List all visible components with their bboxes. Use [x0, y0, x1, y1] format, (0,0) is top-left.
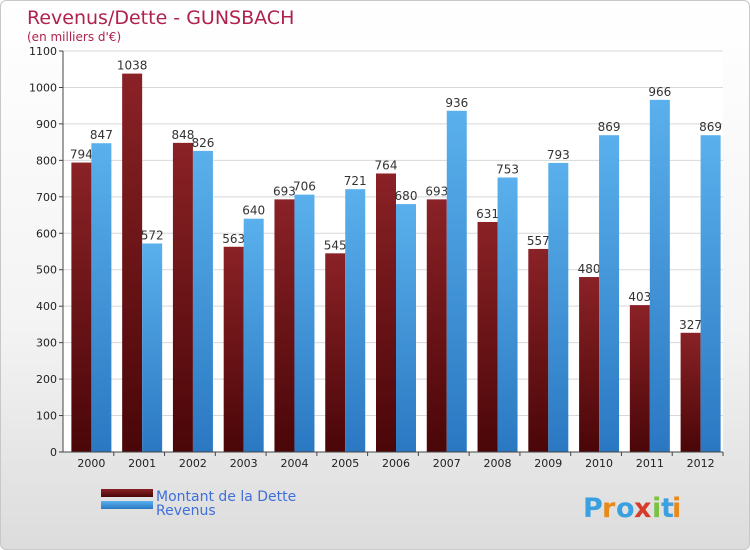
x-tick-label: 2009 [534, 457, 562, 470]
bar-value-label: 936 [445, 96, 468, 110]
bar-dette [274, 199, 295, 452]
bar-value-label: 403 [628, 290, 651, 304]
legend-label-revenus: Revenus [156, 503, 216, 519]
legend: Montant de la Dette Revenus [101, 489, 296, 519]
bar-value-label: 640 [242, 204, 265, 218]
y-tick-label: 100 [36, 410, 57, 423]
bar-revenus [243, 218, 264, 452]
bar-value-label: 545 [324, 238, 347, 252]
bar-value-label: 680 [395, 189, 418, 203]
logo-letter: x [634, 493, 651, 524]
x-axis: 2000 2001 2002 2003 2004 2005 2006 2007 2008 2009… [63, 451, 724, 470]
x-tick-label: 2010 [585, 457, 613, 470]
bar-value-label: 826 [191, 136, 214, 150]
bar-revenus [345, 189, 366, 452]
bar-value-label: 327 [679, 318, 702, 332]
bar-value-label: 793 [547, 148, 570, 162]
bar-value-label: 572 [141, 228, 164, 242]
bar-value-label: 794 [70, 148, 93, 162]
x-tick-label: 2007 [433, 457, 461, 470]
bar-dette [376, 173, 396, 452]
logo-letter: i [672, 493, 681, 524]
x-tick-label: 2004 [280, 457, 308, 470]
y-tick-label: 500 [36, 264, 57, 277]
x-tick-label: 2001 [128, 457, 156, 470]
bar-revenus [700, 135, 721, 452]
y-tick-label: 0 [50, 446, 57, 459]
bar-revenus [142, 243, 163, 452]
bar-value-label: 869 [598, 120, 621, 134]
bar-dette [71, 162, 92, 452]
bar-value-label: 706 [293, 180, 316, 194]
bar-value-label: 557 [527, 234, 550, 248]
y-tick-label: 900 [36, 118, 57, 131]
bar-revenus [599, 135, 620, 452]
logo-letter: P [583, 493, 603, 524]
bar-revenus [497, 177, 518, 453]
y-axis: 0 100 200 300 400 500 600 700 800 900 1000 1100 [29, 45, 64, 459]
bar-revenus [91, 143, 112, 453]
bar-value-label: 1038 [117, 59, 148, 73]
bar-dette [477, 221, 498, 452]
chart-subtitle: (en milliers d'€) [27, 30, 121, 44]
bar-dette [629, 305, 650, 452]
logo-letter: r [602, 493, 616, 524]
bar-dette [223, 246, 244, 452]
bar-dette [426, 199, 447, 452]
x-tick-label: 2000 [77, 457, 105, 470]
chart-title: Revenus/Dette - GUNSBACH [27, 7, 294, 29]
x-tick-label: 2005 [331, 457, 359, 470]
bar-value-label: 693 [425, 184, 448, 198]
bar-value-label: 869 [699, 120, 722, 134]
logo-letter: i [652, 493, 661, 524]
y-tick-label: 800 [36, 154, 57, 167]
bar-value-label: 631 [476, 207, 499, 221]
bar-value-label: 563 [222, 232, 245, 246]
bar-revenus [396, 204, 416, 452]
y-tick-label: 300 [36, 337, 57, 350]
bar-dette [680, 332, 701, 452]
bar-value-label: 693 [273, 184, 296, 198]
bar-revenus [192, 150, 213, 453]
bars: 7948471038572848826563640693706545721764… [70, 59, 722, 453]
bar-dette [325, 253, 346, 452]
bar-dette [528, 248, 549, 452]
bar-value-label: 847 [90, 128, 113, 142]
legend-label-dette: Montant de la Dette [156, 489, 296, 505]
legend-swatch-revenus [101, 501, 153, 509]
x-tick-label: 2002 [179, 457, 207, 470]
x-tick-label: 2006 [382, 457, 410, 470]
y-tick-label: 700 [36, 191, 57, 204]
y-tick-label: 1100 [29, 45, 57, 58]
x-tick-label: 2008 [484, 457, 512, 470]
y-tick-label: 600 [36, 227, 57, 240]
bar-value-label: 966 [648, 85, 671, 99]
y-tick-label: 1000 [29, 81, 57, 94]
bar-dette [122, 73, 143, 453]
bar-dette [579, 277, 600, 452]
logo-letter: o [616, 493, 635, 524]
bar-value-label: 721 [344, 174, 367, 188]
bar-revenus [548, 162, 569, 452]
bar-revenus [649, 99, 670, 452]
x-tick-label: 2011 [636, 457, 664, 470]
bar-value-label: 753 [496, 162, 519, 176]
bar-revenus [294, 194, 315, 452]
y-tick-label: 200 [36, 373, 57, 386]
x-tick-label: 2012 [687, 457, 715, 470]
legend-swatch-dette [101, 489, 153, 497]
x-tick-label: 2003 [230, 457, 258, 470]
logo-letter: t [661, 493, 674, 524]
y-tick-label: 400 [36, 300, 57, 313]
bar-value-label: 764 [375, 158, 398, 172]
bar-dette [172, 142, 193, 452]
bar-value-label: 848 [171, 128, 194, 142]
bar-value-label: 480 [578, 262, 601, 276]
bar-revenus [446, 110, 467, 452]
